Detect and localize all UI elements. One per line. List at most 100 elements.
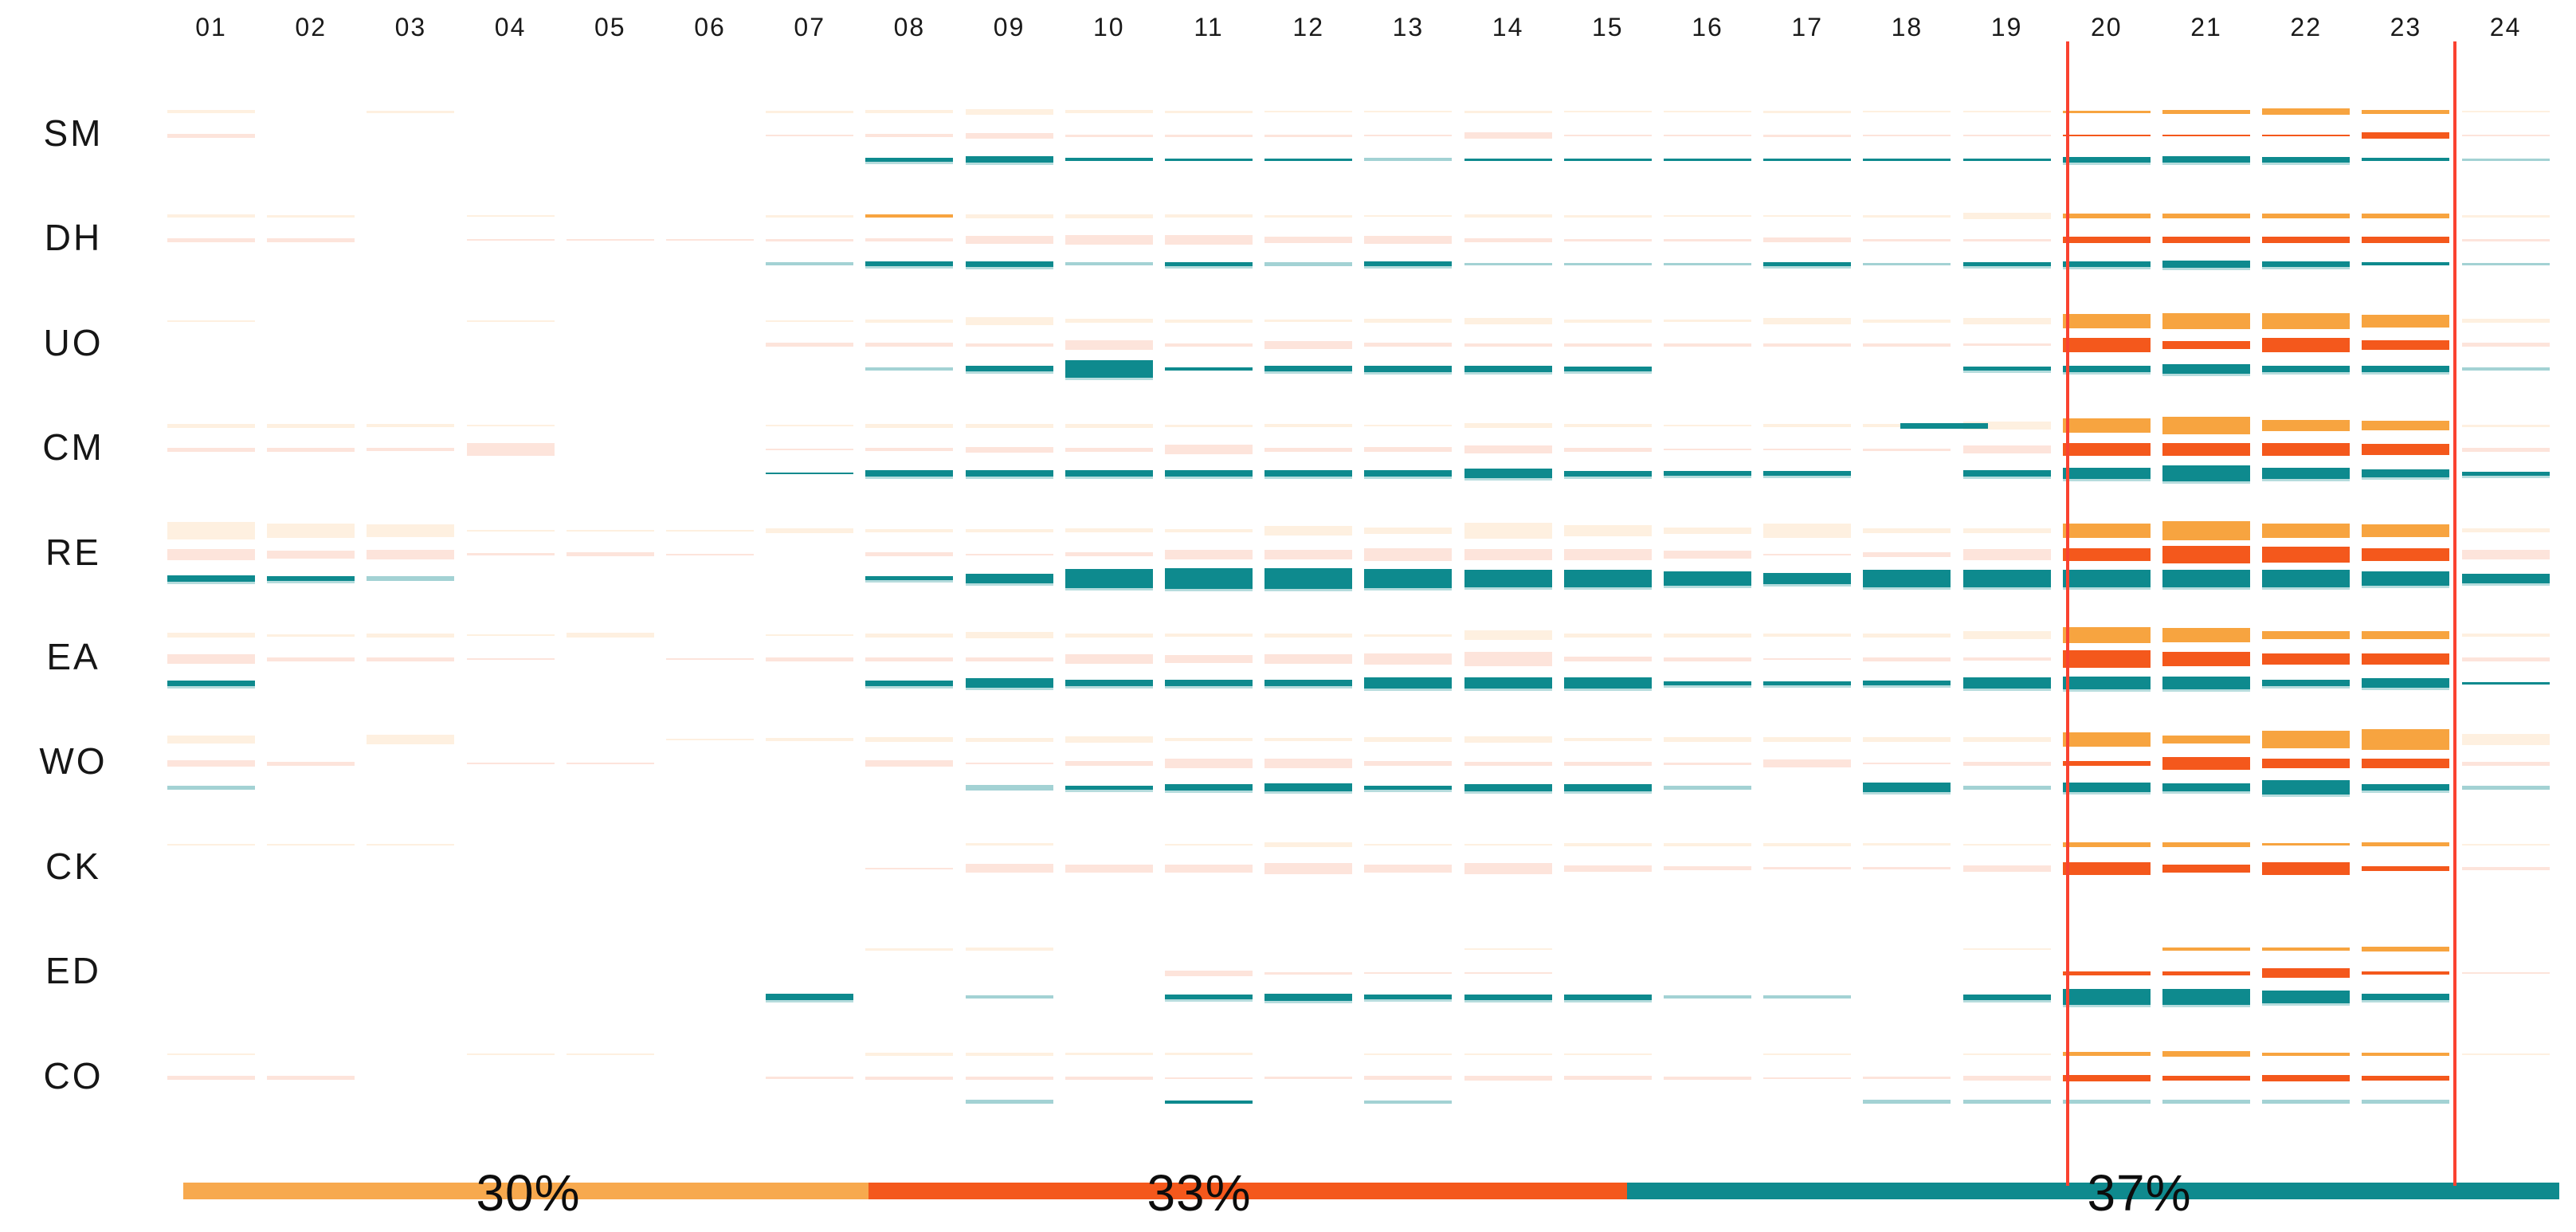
cell-bar-dh-04-orange — [466, 239, 555, 241]
cell-bar-uo-04-amber — [466, 320, 555, 322]
cell-bar-ed-23-amber — [2362, 947, 2450, 952]
cell-bar-dh-22-teal — [2262, 261, 2351, 267]
cell-bar-re-04-orange — [466, 553, 555, 556]
cell-bar-re-12-teal — [1264, 567, 1353, 589]
cell-bar-dh-22-amber — [2262, 214, 2351, 219]
cell-bar-re-02-amber — [267, 523, 355, 538]
cell-bar-cm-23-teal — [2362, 469, 2450, 478]
cell-bar-cm-09-teal — [965, 470, 1053, 477]
cell-bar-uo-20-amber — [2062, 313, 2151, 328]
cell-bar-cm-07-amber — [766, 425, 854, 427]
cell-bar-cm-13-orange — [1364, 447, 1453, 453]
cell-bar-ck-20-orange — [2062, 861, 2151, 875]
cell-bar-uo-23-teal — [2362, 365, 2450, 372]
cell-bar-sm-13-orange — [1364, 135, 1453, 136]
cell-bar-co-12-orange — [1264, 1077, 1353, 1080]
cell-bar-ck-13-amber — [1364, 843, 1453, 846]
cell-bar-re-16-orange — [1664, 550, 1751, 559]
cell-bar-co-16-orange — [1664, 1076, 1751, 1080]
cell-bar-ea-03-amber — [367, 633, 455, 638]
cell-bar-wo-01-amber — [167, 736, 255, 744]
cell-bar-wo-01-teal — [167, 785, 255, 790]
cell-bar-ck-08-orange — [865, 867, 954, 869]
row-label-dh: DH — [44, 217, 103, 259]
cell-bar-re-12-orange — [1264, 549, 1353, 559]
cell-bar-dh-20-amber — [2062, 214, 2151, 219]
cell-bar-sm-18-orange — [1863, 135, 1951, 136]
cell-bar-wo-19-teal — [1962, 785, 2051, 790]
cell-bar-ck-24-amber — [2461, 843, 2550, 846]
cell-bar-co-17-orange — [1763, 1077, 1852, 1079]
cell-bar-ea-08-orange — [865, 657, 954, 661]
cell-bar-ck-02-amber — [267, 843, 355, 846]
cell-bar-sm-10-teal — [1065, 158, 1153, 161]
cell-bar-uo-07-orange — [766, 343, 854, 347]
cell-bar-dh-14-orange — [1464, 237, 1552, 242]
cell-bar-re-24-teal — [2461, 573, 2550, 583]
cell-bar-co-11-orange — [1165, 1077, 1253, 1079]
cell-bar-uo-14-teal — [1464, 365, 1552, 372]
cell-bar-uo-13-orange — [1364, 343, 1453, 347]
cell-bar-dh-13-orange — [1364, 236, 1453, 245]
cell-bar-sm-10-amber — [1065, 110, 1153, 113]
cell-bar-cm-16-teal — [1664, 471, 1751, 477]
cell-bar-uo-14-orange — [1464, 343, 1552, 347]
cell-bar-ed-19-amber — [1962, 948, 2051, 951]
cell-bar-re-09-teal — [965, 573, 1053, 583]
cell-bar-ck-22-amber — [2262, 843, 2351, 846]
cell-bar-dh-18-amber — [1863, 214, 1951, 218]
cell-bar-cm-12-orange — [1264, 447, 1353, 452]
cell-bar-sm-11-orange — [1165, 134, 1253, 137]
column-header-10: 10 — [1093, 13, 1125, 41]
cell-bar-cm-16-orange — [1664, 449, 1751, 451]
cell-bar-ed-13-orange — [1364, 972, 1453, 975]
cell-bar-sm-15-teal — [1563, 158, 1652, 161]
cell-bar-dh-10-amber — [1065, 214, 1153, 218]
cell-bar-re-04-amber — [466, 529, 555, 532]
cell-bar-wo-12-teal — [1264, 783, 1353, 792]
cell-bar-sm-14-amber — [1464, 110, 1552, 113]
cell-bar-re-03-orange — [367, 549, 455, 559]
cell-bar-uo-18-amber — [1863, 319, 1951, 323]
cell-bar-cm-14-orange — [1464, 445, 1552, 454]
cell-bar-wo-06-amber — [666, 739, 754, 741]
cell-bar-dh-12-amber — [1264, 214, 1353, 218]
cell-bar-re-08-teal — [865, 576, 954, 581]
cell-bar-re-02-orange — [267, 550, 355, 559]
cell-bar-ck-15-amber — [1563, 842, 1652, 846]
cell-bar-cm-07-teal — [766, 473, 854, 475]
cell-bar-cm-16-amber — [1664, 425, 1751, 427]
cell-bar-re-01-teal — [167, 575, 255, 582]
cell-bar-co-18-orange — [1863, 1077, 1951, 1080]
cell-bar-ea-07-amber — [766, 634, 854, 636]
cell-bar-ea-04-orange — [466, 658, 555, 660]
cell-bar-ck-18-orange — [1863, 867, 1951, 870]
cell-bar-ed-21-orange — [2162, 971, 2250, 975]
cell-bar-cm-10-orange — [1065, 447, 1153, 452]
cell-bar-ea-23-teal — [2362, 678, 2450, 688]
cell-bar-ea-19-teal — [1962, 677, 2051, 689]
cell-bar-wo-11-orange — [1165, 759, 1253, 769]
cell-bar-wo-21-orange — [2162, 757, 2250, 771]
cell-bar-wo-10-teal — [1065, 785, 1153, 790]
cell-bar-uo-09-amber — [965, 316, 1053, 325]
column-header-02: 02 — [295, 13, 327, 41]
cell-bar-ea-04-amber — [466, 634, 555, 636]
row-label-ea: EA — [46, 636, 100, 677]
cell-bar-re-21-amber — [2162, 520, 2250, 540]
cell-bar-dh-15-amber — [1563, 214, 1652, 218]
cell-bar-cm-22-orange — [2262, 443, 2351, 457]
cell-bar-ck-12-orange — [1264, 862, 1353, 874]
cell-bar-re-20-orange — [2062, 547, 2151, 561]
cell-bar-cm-07-orange — [766, 449, 854, 451]
cell-bar-co-01-orange — [167, 1076, 255, 1081]
cell-bar-cm-03-amber — [367, 424, 455, 428]
cell-bar-cm-04-amber — [466, 425, 555, 427]
cell-bar-uo-24-teal — [2461, 367, 2550, 371]
cell-bar-ea-10-orange — [1065, 654, 1153, 664]
cell-bar-sm-13-teal — [1364, 158, 1453, 161]
cell-bar-wo-18-amber — [1863, 737, 1951, 743]
cell-bar-ea-13-amber — [1364, 634, 1453, 637]
column-header-05: 05 — [594, 13, 626, 41]
cell-bar-re-05-orange — [566, 552, 654, 557]
